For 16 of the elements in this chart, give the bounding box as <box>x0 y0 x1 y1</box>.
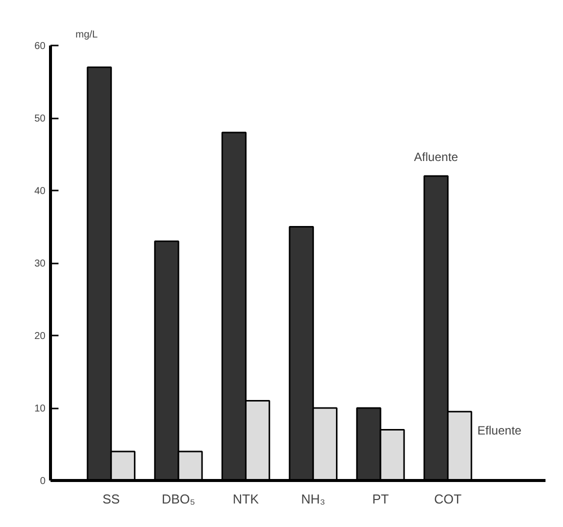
x-tick-label: NH₃ <box>301 492 326 506</box>
y-tick-label: 0 <box>40 476 46 487</box>
y-tick-label: 20 <box>34 331 46 342</box>
y-tick-label: 30 <box>34 258 46 270</box>
x-tick-label: COT <box>434 492 462 506</box>
x-tick-label: SS <box>102 492 120 506</box>
series-label: Afluente <box>414 150 458 164</box>
y-tick-label: 40 <box>34 186 46 197</box>
x-tick-label: PT <box>372 492 389 506</box>
y-tick-label: 50 <box>34 114 46 124</box>
y-axis-title: mg/L <box>76 30 98 40</box>
x-tick-label: DBO₅ <box>162 492 196 506</box>
y-tick-label: 60 <box>34 41 46 52</box>
x-tick-label: NTK <box>232 492 260 506</box>
series-label: Efluente <box>477 424 522 438</box>
y-tick-label: 10 <box>34 404 46 414</box>
